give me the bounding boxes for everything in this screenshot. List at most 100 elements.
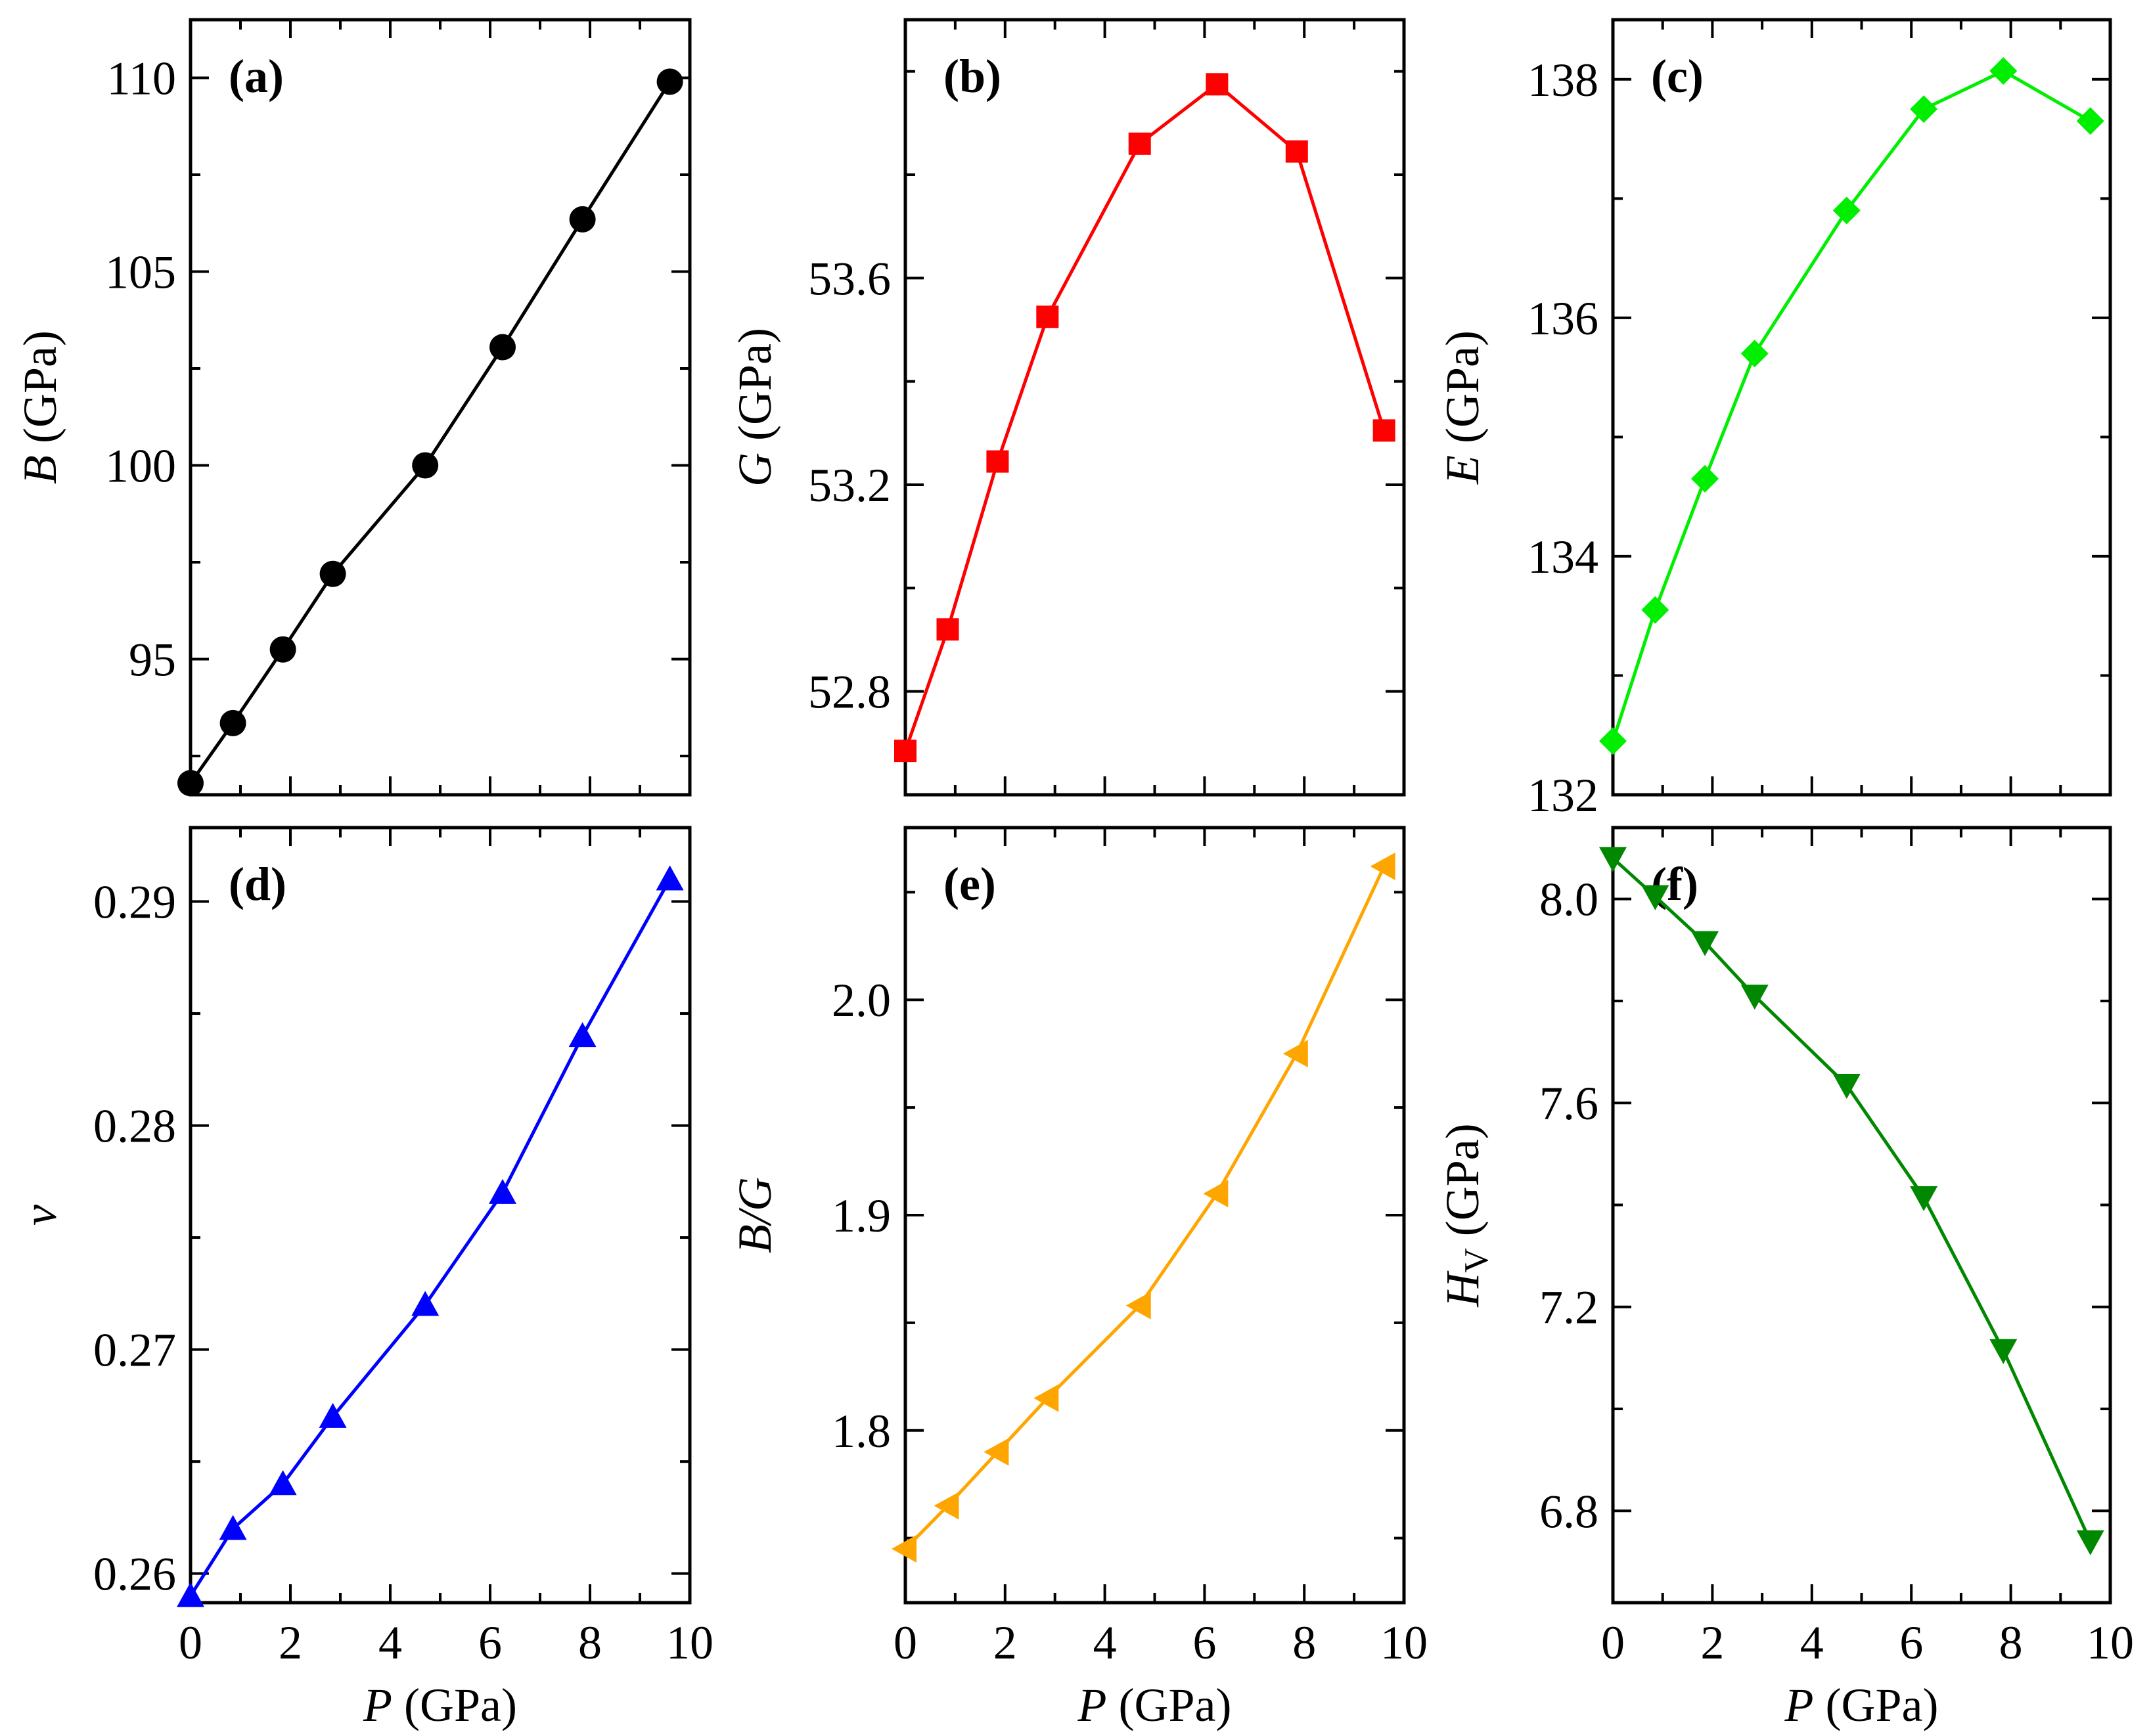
- data-point: [269, 1470, 297, 1496]
- panel-tag: (d): [229, 858, 286, 910]
- data-point: [1691, 464, 1719, 493]
- data-point: [219, 709, 246, 736]
- panel-e: 0 2 4 6 8 10 P (GPa) 1.8 1.9 2.0 B/G (e): [729, 826, 1428, 1731]
- y-tick-label: 0.27: [93, 1324, 176, 1377]
- y-axis-label: ν: [14, 1205, 66, 1226]
- data-point: [934, 1492, 959, 1520]
- y-tick-label: 138: [1528, 54, 1598, 106]
- panel-tag: (a): [229, 50, 284, 102]
- data-point: [1910, 1186, 1938, 1211]
- x-tick-label: 8: [1999, 1616, 2023, 1669]
- y-tick-label: 52.8: [808, 666, 891, 719]
- series-line: [189, 81, 671, 784]
- data-point: [1740, 340, 1769, 368]
- series-line: [903, 82, 1386, 751]
- series-line: [1612, 857, 2092, 1542]
- y-tick-label: 95: [129, 634, 176, 686]
- data-point: [177, 770, 204, 797]
- data-point: [656, 865, 684, 891]
- y-tick-label: 0.28: [93, 1100, 176, 1153]
- y-tick-label: 6.8: [1539, 1485, 1598, 1538]
- x-tick-label: 6: [478, 1616, 502, 1669]
- y-tick-label: 132: [1528, 769, 1598, 822]
- x-tick-label: 8: [1292, 1616, 1316, 1669]
- y-tick-label: 134: [1528, 531, 1598, 583]
- y-axis-label: B/G: [729, 1177, 781, 1253]
- data-point: [1599, 847, 1627, 872]
- data-point: [1206, 73, 1229, 96]
- y-tick-label: 136: [1528, 292, 1598, 345]
- data-point: [2076, 1530, 2104, 1555]
- y-axis-label: B (GPa): [14, 330, 66, 484]
- panel-b: 52.8 53.2 53.6 G (GPa) (b): [729, 18, 1406, 797]
- y-tick-label: 100: [105, 440, 176, 493]
- x-tick-label: 4: [1093, 1616, 1117, 1669]
- y-tick-label: 53.2: [808, 459, 891, 512]
- data-point: [1641, 596, 1669, 624]
- data-point: [892, 1535, 917, 1563]
- x-tick-label: 4: [378, 1616, 402, 1669]
- data-point: [319, 1402, 347, 1428]
- data-point: [986, 450, 1009, 473]
- data-point: [1832, 196, 1861, 225]
- y-tick-label: 105: [105, 246, 176, 299]
- data-point: [936, 618, 959, 641]
- y-axis-label: HV (GPa): [1436, 1123, 1495, 1308]
- x-tick-label: 0: [894, 1616, 917, 1669]
- data-point: [1372, 419, 1395, 442]
- data-point: [1989, 1339, 2018, 1364]
- x-tick-label: 6: [1192, 1616, 1216, 1669]
- data-point: [489, 334, 516, 361]
- x-tick-label: 10: [1380, 1616, 1428, 1669]
- data-point: [177, 1582, 204, 1607]
- data-point: [1691, 931, 1719, 956]
- x-tick-label: 0: [179, 1616, 202, 1669]
- panel-c: 132 134 136 138 E (GPa) (c): [1436, 18, 2112, 822]
- data-point: [569, 206, 596, 233]
- data-point: [568, 1022, 597, 1048]
- data-point: [269, 636, 296, 663]
- x-tick-label: 2: [279, 1616, 302, 1669]
- data-point: [1740, 985, 1769, 1010]
- x-axis-label: P (GPa): [363, 1679, 517, 1731]
- y-tick-label: 8.0: [1539, 874, 1598, 926]
- data-point: [1036, 305, 1059, 328]
- data-point: [1832, 1074, 1861, 1100]
- y-axis-label: G (GPa): [729, 328, 781, 487]
- data-point: [1641, 885, 1669, 910]
- panel-tag: (e): [943, 858, 996, 910]
- x-tick-label: 10: [666, 1616, 713, 1669]
- x-tick-label: 2: [993, 1616, 1017, 1669]
- data-point: [1282, 1040, 1308, 1068]
- data-point: [2076, 107, 2104, 135]
- data-point: [1989, 57, 2018, 85]
- y-tick-label: 1.9: [832, 1190, 891, 1242]
- panel-tag: (c): [1651, 50, 1704, 102]
- y-tick-label: 2.0: [832, 974, 891, 1027]
- x-axis-label: P (GPa): [1784, 1679, 1939, 1731]
- x-tick-label: 2: [1700, 1616, 1724, 1669]
- y-tick-label: 53.6: [808, 252, 891, 305]
- data-point: [1599, 727, 1627, 755]
- data-point: [219, 1515, 247, 1540]
- data-point: [489, 1178, 516, 1204]
- data-point: [1910, 95, 1938, 123]
- x-tick-label: 8: [578, 1616, 602, 1669]
- data-point: [1203, 1180, 1229, 1208]
- data-point: [1033, 1384, 1059, 1412]
- panel-d: 0 2 4 6 8 10 P (GPa) 0.26 0.27 0.28 0.29 ν (d): [14, 826, 713, 1731]
- y-tick-label: 110: [107, 53, 176, 105]
- data-point: [411, 1291, 440, 1316]
- series-line: [1611, 69, 2091, 742]
- x-tick-label: 6: [1899, 1616, 1923, 1669]
- x-tick-label: 10: [2087, 1616, 2134, 1669]
- y-tick-label: 7.6: [1539, 1077, 1598, 1130]
- data-point: [1125, 1291, 1151, 1320]
- panel-f: 0 2 4 6 8 10P (GPa)6.87.27.68.0HV (GPa)(f): [1436, 826, 2134, 1731]
- x-axis-label: P (GPa): [1077, 1679, 1232, 1731]
- data-point: [412, 452, 439, 479]
- data-point: [894, 740, 917, 763]
- series-line: [189, 878, 671, 1597]
